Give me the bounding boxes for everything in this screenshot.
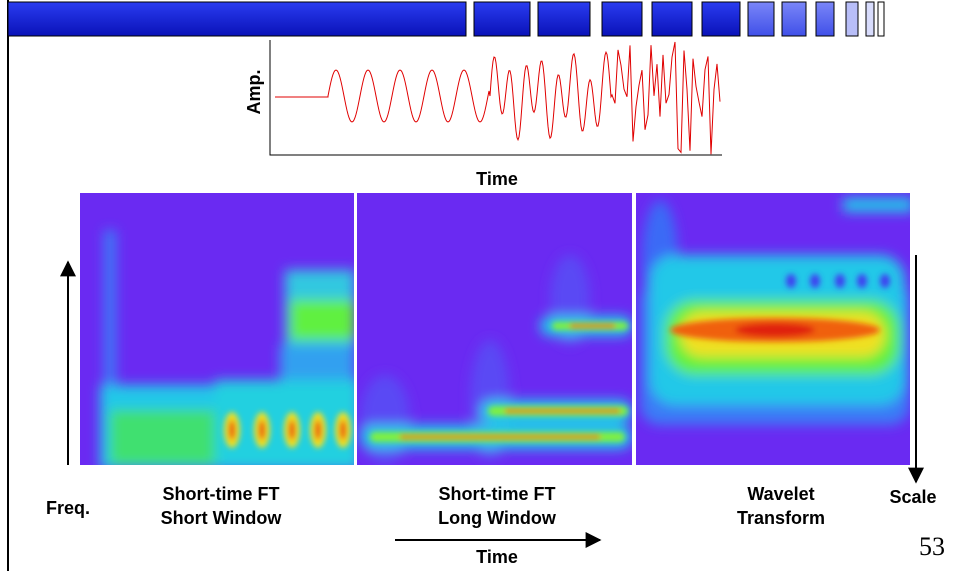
scale-label: Scale <box>889 487 936 507</box>
amp-label: Amp. <box>244 70 264 115</box>
panel-label: Short-time FT <box>163 484 280 504</box>
signal-time-label: Time <box>476 169 518 189</box>
signal-plot: Amp. Time <box>244 40 722 189</box>
top-bar <box>7 1 885 37</box>
stft-long-panel <box>357 193 632 465</box>
stft-short-panel <box>80 193 354 465</box>
panel-label: Short-time FT <box>439 484 556 504</box>
panel-label: Wavelet <box>747 484 814 504</box>
freq-label: Freq. <box>46 498 90 518</box>
time-label: Time <box>476 547 518 567</box>
wavelet-panel <box>636 193 910 465</box>
panel-label: Long Window <box>438 508 557 528</box>
signal-waveform <box>275 41 721 155</box>
page-number: 53 <box>919 532 945 561</box>
panel-label: Transform <box>737 508 825 528</box>
signal-axes <box>269 40 722 156</box>
panel-label: Short Window <box>161 508 283 528</box>
